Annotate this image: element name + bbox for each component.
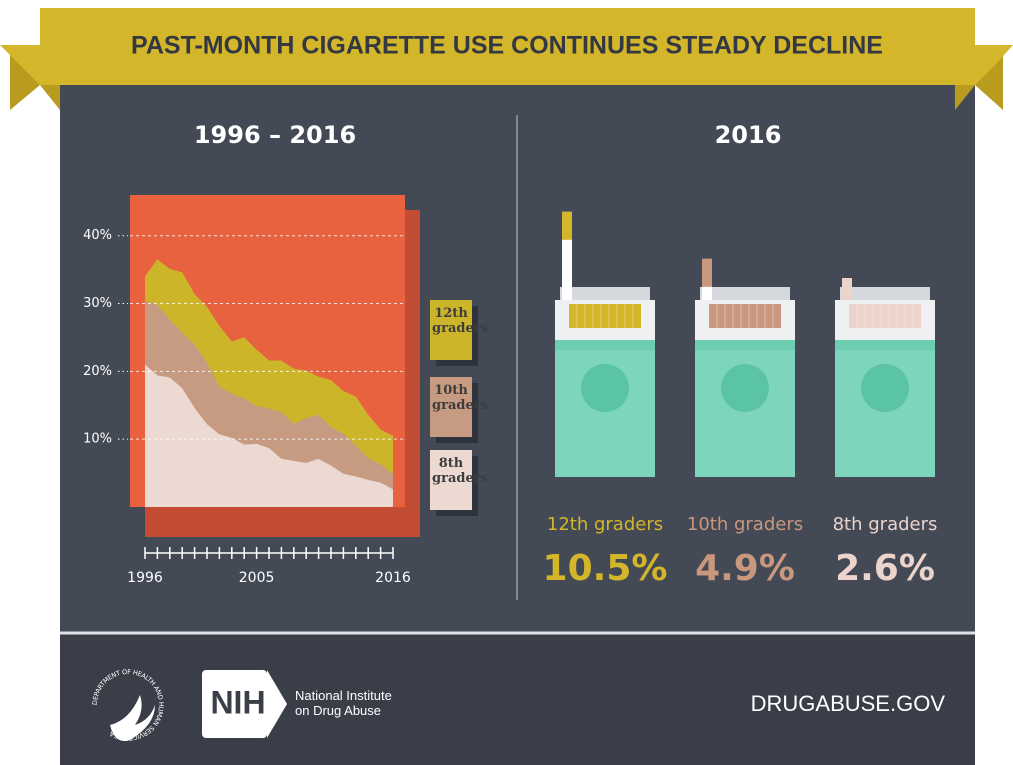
cigarette-filter <box>842 278 852 300</box>
x-tick-label: 1996 <box>127 570 163 586</box>
category-label: 12th graders <box>547 514 663 535</box>
y-tick-label: 30% <box>83 296 112 311</box>
cigarette-filter <box>562 212 572 240</box>
filters <box>569 304 641 328</box>
pack-band <box>555 340 655 350</box>
category-label: 8th graders <box>833 514 938 535</box>
banner-title: PAST-MONTH CIGARETTE USE CONTINUES STEAD… <box>131 32 883 60</box>
pack-emblem <box>581 364 629 412</box>
value-label: 2.6% <box>835 548 935 589</box>
nida-name: National Institute on Drug Abuse <box>295 688 405 718</box>
legend-entry: 12th graders <box>430 300 472 360</box>
cigarette-filter <box>702 259 712 287</box>
legend-entry: 10th graders <box>430 377 472 437</box>
canvas: PAST-MONTH CIGARETTE USE CONTINUES STEAD… <box>0 0 1013 765</box>
legend-entry: 8th graders <box>430 450 472 510</box>
infographic: PAST-MONTH CIGARETTE USE CONTINUES STEAD… <box>0 0 1013 765</box>
pack-band <box>835 340 935 350</box>
nih-logo: NIH <box>210 684 265 720</box>
y-tick-label: 40% <box>83 228 112 243</box>
value-label: 4.9% <box>695 548 795 589</box>
pack-band <box>695 340 795 350</box>
chart-title: 1996 – 2016 <box>194 121 356 149</box>
y-tick-label: 10% <box>83 432 112 447</box>
y-tick-label: 20% <box>83 364 112 379</box>
x-tick-label: 2005 <box>239 570 275 586</box>
website: DRUGABUSE.GOV <box>751 691 946 716</box>
category-label: 10th graders <box>687 514 803 535</box>
filters <box>709 304 781 328</box>
chart-title: 2016 <box>715 121 782 149</box>
pack-emblem <box>721 364 769 412</box>
page: PAST-MONTH CIGARETTE USE CONTINUES STEAD… <box>0 0 1013 765</box>
x-tick-label: 2016 <box>375 570 411 586</box>
value-label: 10.5% <box>543 548 668 589</box>
filters <box>849 304 921 328</box>
pack-emblem <box>861 364 909 412</box>
